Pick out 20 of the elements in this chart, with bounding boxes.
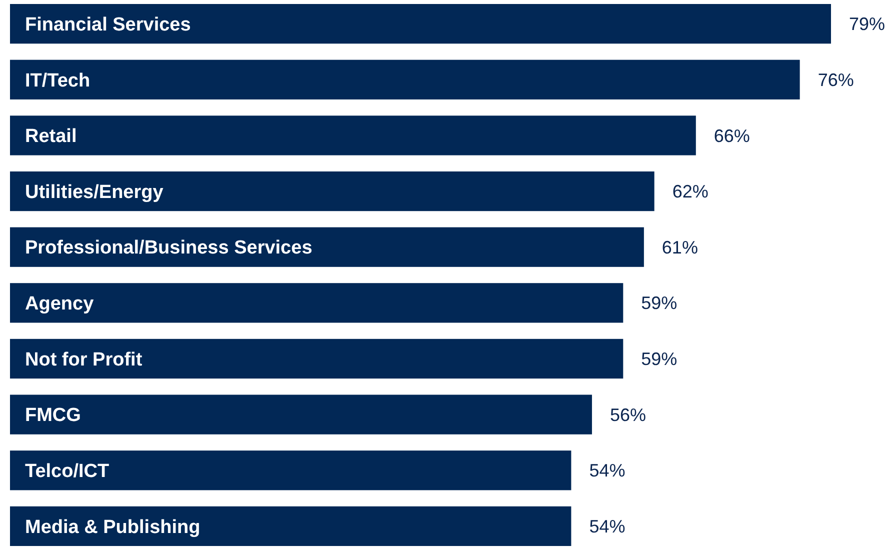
data-label: 76% (818, 70, 854, 90)
y-tick-label: Retail (25, 126, 77, 148)
data-label: 56% (610, 404, 646, 425)
y-tick-label: IT/Tech (25, 70, 90, 92)
data-label: 79% (849, 14, 886, 34)
y-tick-label: Media & Publishing (25, 516, 200, 538)
data-label: 54% (589, 516, 626, 536)
data-label: 54% (589, 460, 626, 481)
data-label: 62% (672, 182, 708, 202)
data-label: 59% (641, 349, 678, 370)
y-tick-label: Telco/ICT (25, 461, 110, 482)
y-tick-label: Professional/Business Services (25, 238, 312, 259)
y-tick-label: FMCG (25, 405, 81, 426)
y-tick-label: Utilities/Energy (25, 182, 164, 203)
data-label: 61% (662, 237, 698, 258)
data-label: 59% (641, 293, 678, 314)
data-label: 66% (714, 126, 750, 146)
y-tick-label: Financial Services (25, 14, 191, 36)
y-tick-label: Agency (25, 294, 94, 315)
y-tick-label: Not for Profit (25, 349, 143, 370)
